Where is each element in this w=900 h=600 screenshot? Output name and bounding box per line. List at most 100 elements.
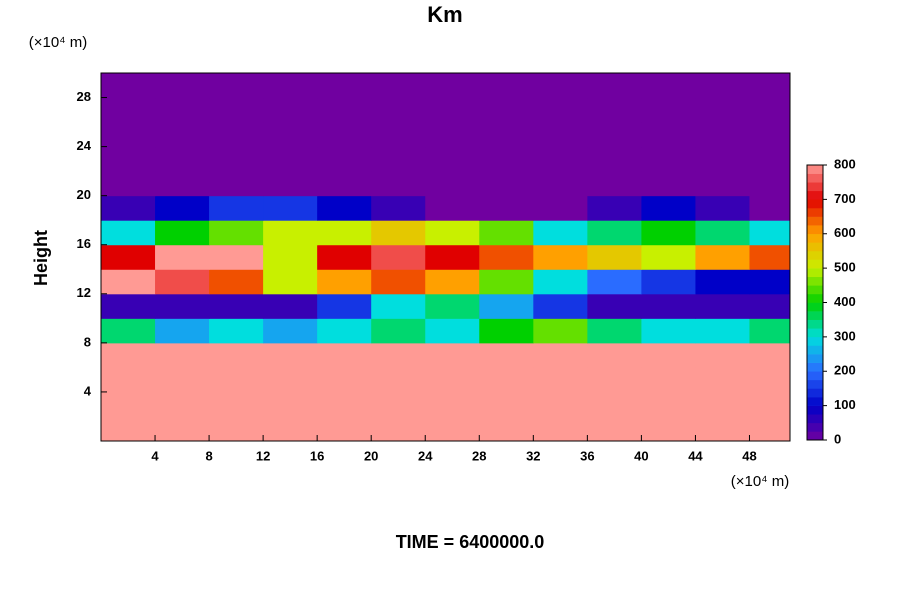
heat-cell [641, 342, 696, 368]
heat-cell [695, 122, 750, 148]
colorbar-band [807, 311, 823, 320]
heat-cell [263, 73, 318, 99]
heat-cell [209, 244, 264, 270]
heat-cell [155, 220, 210, 246]
heat-cell [371, 73, 426, 99]
heat-cell [479, 269, 534, 295]
heat-cell [641, 269, 696, 295]
heat-cell [263, 293, 318, 319]
heat-cell [641, 416, 696, 442]
heat-cell [371, 391, 426, 417]
heat-cell [371, 146, 426, 172]
heat-cell [479, 73, 534, 99]
heat-cell [587, 269, 642, 295]
heat-cell [533, 391, 588, 417]
heat-cell [749, 318, 791, 344]
heat-cell [371, 318, 426, 344]
colorbar-band [807, 388, 823, 398]
heat-cell [209, 73, 264, 99]
colorbar-band [807, 259, 823, 269]
y-tick-label: 20 [77, 187, 91, 202]
heat-cell [425, 122, 480, 148]
heat-cell [263, 122, 318, 148]
colorbar-band [807, 285, 823, 295]
heat-cell [641, 97, 696, 123]
heat-cell [641, 391, 696, 417]
x-tick-label: 8 [205, 448, 212, 463]
colorbar-band [807, 268, 823, 278]
heat-cell [155, 416, 210, 442]
heat-cell [749, 220, 791, 246]
heat-cell [587, 122, 642, 148]
heat-cell [263, 220, 318, 246]
heat-cell [263, 318, 318, 344]
heat-cell [587, 171, 642, 197]
heat-cell [101, 318, 156, 344]
heat-cell [317, 342, 372, 368]
heat-cell [209, 391, 264, 417]
heat-cell [317, 195, 372, 221]
plot-frame [100, 72, 791, 442]
colorbar-band [807, 173, 823, 183]
heat-cell [695, 244, 750, 270]
colorbar-band [807, 225, 823, 235]
heat-cell [155, 97, 210, 123]
heat-cell [263, 342, 318, 368]
heat-cell [479, 97, 534, 123]
colorbar-band [807, 319, 823, 329]
colorbar-band [807, 199, 823, 209]
heat-cell [263, 97, 318, 123]
x-tick-label: 28 [472, 448, 486, 463]
heat-cell [587, 244, 642, 270]
heat-cell [695, 171, 750, 197]
heat-cell [209, 220, 264, 246]
heat-cell [587, 146, 642, 172]
colorbar-band [807, 328, 823, 338]
heat-cell [101, 171, 156, 197]
heat-cell [209, 269, 264, 295]
heat-cell [749, 269, 791, 295]
heat-cell [209, 318, 264, 344]
heat-cell [101, 342, 156, 368]
heat-cell [263, 367, 318, 393]
colorbar-band [807, 250, 823, 260]
heat-cell [209, 195, 264, 221]
heat-cell [479, 367, 534, 393]
heat-cell [749, 293, 791, 319]
heat-cell [425, 342, 480, 368]
colorbar-band [807, 293, 823, 303]
heat-cell [371, 122, 426, 148]
heat-cell [641, 122, 696, 148]
heat-cell [479, 342, 534, 368]
x-tick-label: 16 [310, 448, 324, 463]
colorbar-band [807, 190, 823, 200]
heat-cell [749, 391, 791, 417]
heat-cell [425, 73, 480, 99]
heat-cell [587, 293, 642, 319]
heat-cell [695, 416, 750, 442]
colorbar-tick-label: 500 [834, 260, 856, 275]
x-tick-label: 4 [151, 448, 159, 463]
heat-cell [641, 146, 696, 172]
heat-cell [641, 244, 696, 270]
heat-cell [641, 318, 696, 344]
heat-cell [533, 342, 588, 368]
heat-cell [371, 171, 426, 197]
heat-cell [425, 318, 480, 344]
heat-cell [641, 195, 696, 221]
heat-cell [101, 244, 156, 270]
heat-cell [317, 391, 372, 417]
heat-cell [371, 97, 426, 123]
colorbar-band [807, 422, 823, 432]
x-tick-label: 48 [742, 448, 756, 463]
heat-cell [749, 122, 791, 148]
colorbar-band [807, 233, 823, 243]
y-tick-label: 4 [84, 383, 92, 398]
heat-cell [641, 73, 696, 99]
heat-cell [317, 293, 372, 319]
heat-cell [749, 195, 791, 221]
heat-cell [209, 416, 264, 442]
heat-cell [479, 195, 534, 221]
x-unit: (×10⁴ m) [731, 473, 790, 490]
x-tick-label: 36 [580, 448, 594, 463]
